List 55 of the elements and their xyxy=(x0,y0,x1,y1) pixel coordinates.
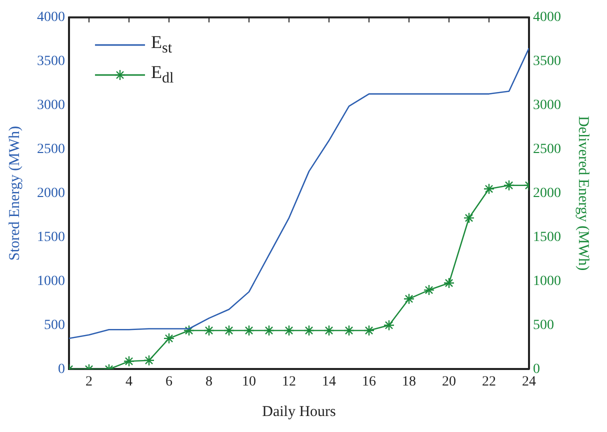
y-tick-label: 0 xyxy=(58,362,65,377)
point xyxy=(243,324,255,336)
point xyxy=(423,284,435,296)
x-tick-label: 18 xyxy=(402,374,416,390)
y2-tick-label: 2000 xyxy=(533,186,561,201)
point xyxy=(483,183,495,195)
y2-tick-label: 500 xyxy=(533,318,554,333)
point xyxy=(163,332,175,344)
point xyxy=(263,324,275,336)
point xyxy=(443,277,455,289)
y2-tick-label: 3000 xyxy=(533,98,561,114)
y2-tick-label: 2500 xyxy=(533,142,561,157)
y2-axis-title: Delivered Energy (MWh) xyxy=(575,116,592,271)
point xyxy=(383,320,395,331)
point xyxy=(203,324,215,336)
x-tick-label: 10 xyxy=(242,374,256,390)
legend-label: E$_{dl}$ xyxy=(151,62,174,88)
y-tick-label: 3000 xyxy=(37,98,65,114)
y-tick-label: 500 xyxy=(44,318,65,333)
y2-tick-label: 0 xyxy=(533,362,540,377)
point xyxy=(283,324,295,336)
x-tick-label: 20 xyxy=(442,374,456,390)
y-axis-title: Stored Energy (MWh) xyxy=(6,126,23,261)
y2-tick-label: 4000 xyxy=(533,10,561,26)
point xyxy=(223,324,235,336)
y-tick-label: 2000 xyxy=(37,186,65,201)
x-axis-title: Daily Hours xyxy=(262,404,336,420)
x-tick-label: 8 xyxy=(206,374,212,390)
x-tick-label: 4 xyxy=(126,374,132,390)
x-tick-label: 12 xyxy=(282,374,296,390)
x-tick-label: 24 xyxy=(522,374,536,390)
legend-label: E$_{st}$ xyxy=(151,32,172,58)
point xyxy=(403,293,415,304)
y2-tick-label: 1000 xyxy=(533,274,561,289)
x-tick-label: 2 xyxy=(86,374,92,390)
point xyxy=(343,324,355,336)
y-tick-label: 3500 xyxy=(37,54,65,70)
point xyxy=(503,180,515,191)
x-tick-label: 16 xyxy=(362,374,376,390)
y-tick-label: 1000 xyxy=(37,274,65,289)
y2-tick-label: 3500 xyxy=(533,54,561,70)
point xyxy=(323,324,335,336)
point xyxy=(183,324,195,336)
point xyxy=(143,354,155,366)
y-tick-label: 4000 xyxy=(37,10,65,26)
x-tick-label: 22 xyxy=(482,374,496,390)
y2-tick-label: 1500 xyxy=(533,230,561,245)
y-tick-label: 1500 xyxy=(37,230,65,245)
point xyxy=(363,324,375,336)
point xyxy=(123,356,135,367)
x-tick-label: 14 xyxy=(322,374,336,390)
x-tick-label: 6 xyxy=(166,374,172,390)
y-tick-label: 2500 xyxy=(37,142,65,157)
point xyxy=(463,212,475,224)
point xyxy=(303,324,315,336)
